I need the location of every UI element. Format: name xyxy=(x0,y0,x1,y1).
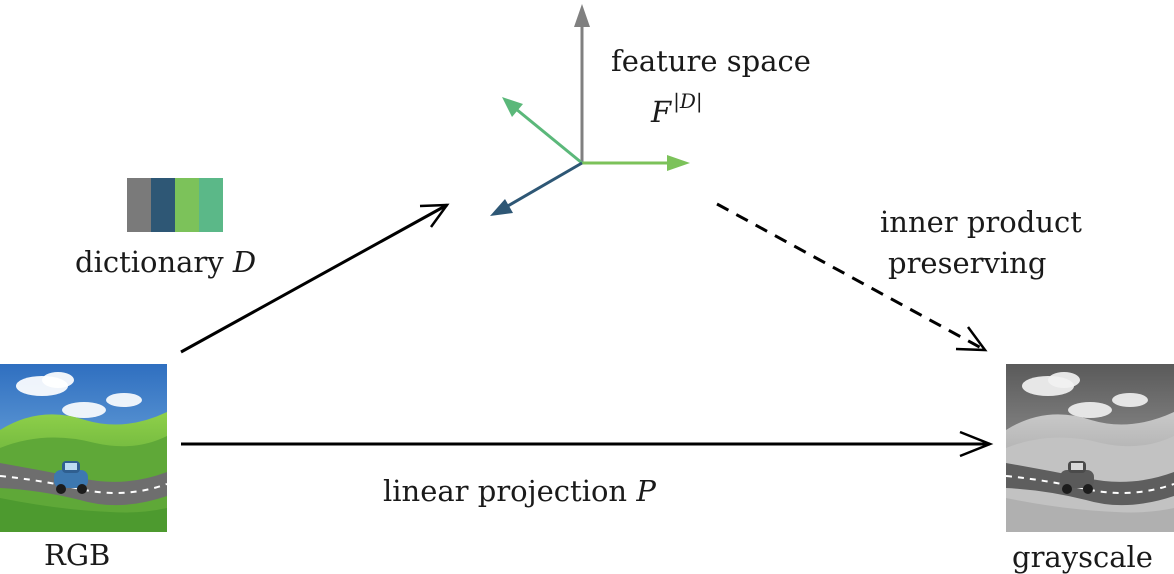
feature-exponent: |D| xyxy=(673,89,703,113)
mapping-arrows xyxy=(180,202,994,458)
feature-space-symbol: F |D| xyxy=(651,91,703,129)
projection-label: linear projection P xyxy=(383,477,656,506)
upper-left-axis-head xyxy=(502,97,523,117)
dictionary-swatch xyxy=(151,178,175,232)
dictionary-label: dictionary D xyxy=(75,248,256,277)
lower-left-axis xyxy=(505,161,583,209)
rgb-to-feature-arrow xyxy=(180,203,448,354)
rgb-label: RGB xyxy=(44,538,111,572)
rgb-to-feature-arrowhead xyxy=(419,203,450,228)
projection-word: linear projection xyxy=(383,474,628,508)
rgb-image xyxy=(0,364,167,532)
lower-left-axis-head xyxy=(490,199,513,216)
grayscale-label: grayscale xyxy=(1012,540,1153,574)
dictionary-swatch xyxy=(175,178,199,232)
feature-space-label: feature space xyxy=(611,44,811,78)
dictionary-swatch xyxy=(199,178,223,232)
inner-product-label-line1: inner product xyxy=(880,205,1082,239)
dictionary-symbol: D xyxy=(232,245,257,279)
inner-product-label-line2: preserving xyxy=(888,246,1047,280)
dictionary-word: dictionary xyxy=(75,245,224,279)
dictionary-swatch xyxy=(127,178,151,232)
upper-left-axis xyxy=(515,107,583,165)
feature-space-axes xyxy=(490,4,690,216)
vertical-axis-head xyxy=(574,4,590,27)
inner-product-arrowhead xyxy=(955,326,988,352)
feature-symbol: F xyxy=(651,95,672,129)
projection-arrowhead xyxy=(959,430,994,458)
projection-symbol: P xyxy=(636,474,656,508)
grayscale-image xyxy=(1006,364,1174,532)
horizontal-axis-head xyxy=(667,155,690,171)
inner-product-arrow xyxy=(716,202,986,352)
